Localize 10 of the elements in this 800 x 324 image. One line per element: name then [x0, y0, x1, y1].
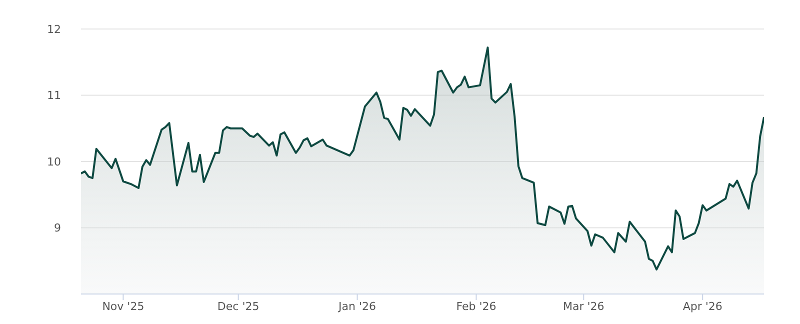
y-tick-label: 9	[54, 222, 61, 235]
x-tick-label: Dec '25	[217, 300, 260, 313]
y-tick-label: 11	[47, 89, 61, 102]
y-tick-label: 10	[47, 155, 61, 168]
x-tick-label: Feb '26	[456, 300, 496, 313]
y-tick-label: 12	[47, 22, 61, 36]
x-tick-label: Apr '26	[682, 300, 722, 313]
x-tick-label: Nov '25	[102, 300, 144, 313]
x-tick-label: Mar '26	[563, 300, 604, 313]
x-tick-label: Jan '26	[338, 300, 376, 313]
